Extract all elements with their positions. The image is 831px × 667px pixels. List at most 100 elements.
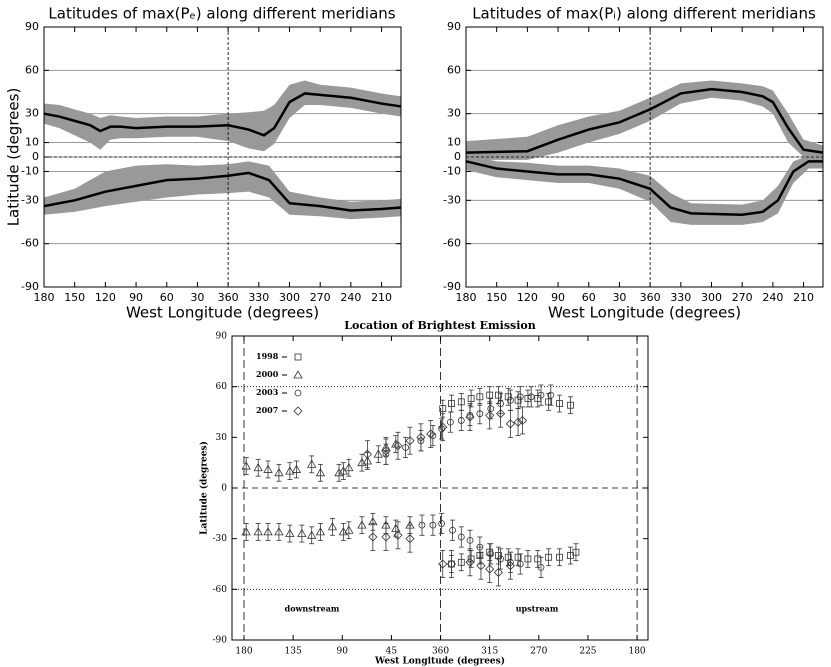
uncertainty-band	[466, 154, 823, 225]
marker	[572, 548, 580, 556]
x-tick-label: 270	[732, 291, 753, 304]
marker	[514, 396, 522, 404]
marker	[274, 467, 284, 477]
x-tick-label: 315	[481, 647, 498, 657]
y-tick-label: 0	[221, 484, 227, 494]
y-tick-label: 30	[25, 107, 39, 120]
y-tick-label: -90	[21, 280, 39, 293]
marker	[285, 528, 295, 537]
marker	[457, 558, 465, 566]
x-tick-label: 300	[279, 291, 300, 304]
marker	[315, 467, 326, 477]
legend-label: 2003	[256, 387, 279, 397]
marker	[241, 461, 251, 470]
chart: Latitudes of max(Pₑ) along different mer…	[5, 5, 402, 322]
y-tick-label: -10	[21, 164, 39, 177]
marker	[368, 532, 378, 542]
legend-label: 2007	[256, 405, 278, 415]
marker	[297, 528, 307, 537]
y-tick-label: -90	[213, 636, 228, 646]
legend-label: 1998	[256, 351, 279, 361]
x-tick-label: 210	[371, 291, 392, 304]
y-tick-label: 10	[447, 136, 461, 149]
marker	[357, 520, 367, 529]
marker	[338, 527, 349, 536]
marker	[507, 396, 514, 404]
marker	[381, 532, 391, 542]
x-tick-label: 270	[530, 647, 547, 657]
x-tick-label: 180	[456, 291, 477, 304]
marker	[485, 564, 495, 574]
marker	[537, 391, 545, 399]
marker	[293, 406, 303, 416]
x-tick-label: 180	[628, 647, 645, 657]
x-tick-label: 180	[235, 647, 252, 657]
x-tick-label: 90	[551, 291, 565, 304]
marker	[405, 436, 415, 446]
marker	[293, 370, 303, 379]
y-tick-label: -30	[443, 193, 461, 206]
annotation: upstream	[516, 604, 559, 614]
x-tick-label: 270	[310, 291, 331, 304]
marker	[465, 557, 475, 567]
marker	[513, 417, 523, 427]
x-tick-label: 225	[579, 647, 596, 657]
line	[465, 160, 823, 217]
y-axis-label: Latitude (degrees)	[5, 88, 23, 227]
x-axis-label: West Longitude (degrees)	[548, 304, 741, 322]
y-tick-label: -60	[213, 585, 228, 595]
plot-area	[43, 27, 402, 287]
marker	[448, 400, 455, 407]
legend-label: 2000	[256, 369, 279, 379]
marker	[457, 417, 465, 424]
marker	[439, 405, 447, 413]
marker	[449, 526, 456, 534]
marker	[307, 459, 317, 468]
y-tick-label: 0	[32, 150, 39, 163]
marker	[405, 534, 415, 544]
marker	[476, 410, 484, 418]
marker	[438, 422, 448, 432]
plot-frame	[231, 335, 649, 641]
x-tick-label: 60	[160, 291, 174, 304]
marker	[524, 555, 532, 563]
x-axis-label: West Longitude (degrees)	[374, 656, 505, 667]
marker	[393, 441, 403, 451]
marker	[263, 464, 273, 473]
y-tick-label: 30	[447, 107, 461, 120]
marker	[467, 555, 475, 563]
chart: Latitudes of max(Pᵢ) along different mer…	[443, 5, 824, 322]
marker	[476, 543, 484, 551]
x-tick-label: 360	[432, 647, 449, 657]
y-tick-label: 90	[447, 20, 461, 33]
marker	[493, 567, 503, 578]
marker	[485, 410, 495, 420]
marker	[446, 418, 454, 426]
y-tick-label: -30	[21, 193, 39, 206]
x-tick-label: 150	[486, 291, 507, 304]
line	[465, 87, 824, 154]
chart-title: Location of Brightest Emission	[344, 319, 535, 332]
x-tick-label: 180	[34, 291, 55, 304]
marker	[327, 522, 338, 531]
marker	[496, 409, 506, 419]
x-tick-label: 360	[640, 291, 661, 304]
chart-title: Latitudes of max(Pₑ) along different mer…	[48, 5, 395, 23]
x-tick-label: 360	[218, 291, 239, 304]
y-tick-label: 90	[216, 332, 228, 342]
marker	[373, 449, 383, 458]
marker	[567, 401, 574, 409]
x-tick-label: 135	[285, 647, 302, 657]
marker	[505, 561, 515, 571]
marker	[556, 400, 563, 407]
marker	[334, 467, 344, 477]
y-tick-label: -90	[443, 280, 461, 293]
x-tick-label: 30	[612, 291, 626, 304]
x-tick-label: 120	[517, 291, 538, 304]
marker	[357, 457, 367, 467]
y-tick-label: -30	[213, 534, 228, 544]
y-tick-label: 10	[25, 136, 39, 149]
marker	[476, 561, 486, 571]
marker	[527, 393, 535, 401]
